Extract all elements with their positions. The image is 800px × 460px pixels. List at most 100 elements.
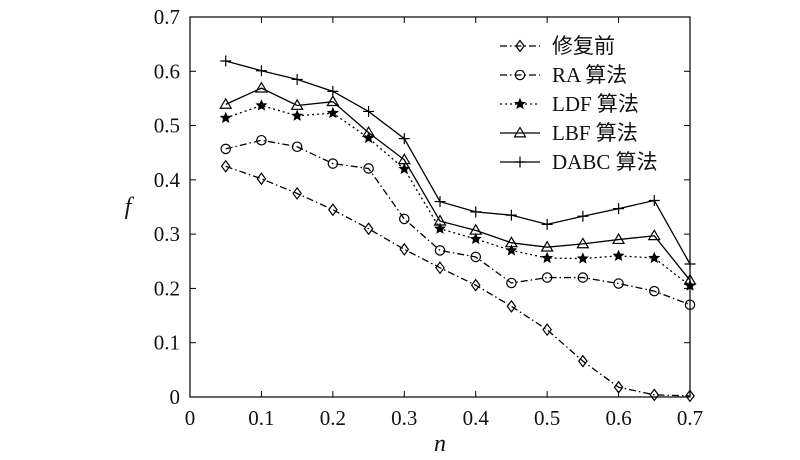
- data-point: [434, 222, 446, 234]
- data-point: [576, 237, 590, 249]
- y-tick-label: 0.6: [154, 59, 180, 83]
- legend-label: LDF 算法: [552, 92, 639, 116]
- data-point: [362, 125, 376, 138]
- data-point: [363, 222, 374, 236]
- x-tick-label: 0: [185, 406, 196, 430]
- data-point: [327, 203, 338, 217]
- y-tick-label: 0.5: [154, 114, 180, 138]
- legend-marker: [514, 97, 526, 110]
- data-point: [254, 81, 268, 93]
- data-point: [684, 299, 696, 310]
- data-point: [220, 55, 232, 67]
- data-point: [290, 98, 304, 110]
- x-tick-label: 0.3: [391, 406, 417, 430]
- data-point: [399, 242, 410, 256]
- data-point: [326, 106, 339, 119]
- legend-item: RA 算法: [500, 63, 627, 87]
- data-point: [577, 354, 588, 368]
- data-point: [683, 273, 697, 285]
- data-point: [434, 245, 446, 256]
- data-point: [469, 232, 482, 245]
- data-point: [220, 143, 231, 155]
- x-tick-label: 0.1: [248, 406, 274, 430]
- data-point: [256, 172, 267, 186]
- legend-marker: [514, 156, 526, 168]
- x-tick-label: 0.5: [534, 406, 560, 430]
- legend-marker: [513, 126, 527, 138]
- data-point: [648, 251, 661, 264]
- data-point: [363, 105, 375, 117]
- data-point: [397, 153, 411, 165]
- data-point: [433, 214, 447, 226]
- y-tick-label: 0.4: [154, 168, 181, 192]
- data-point: [291, 109, 304, 121]
- data-point: [363, 163, 374, 174]
- data-point: [505, 244, 518, 256]
- series-line: [225, 60, 691, 265]
- data-point: [327, 85, 339, 97]
- data-point: [613, 380, 624, 394]
- data-point: [292, 186, 303, 200]
- data-point: [577, 210, 589, 222]
- data-point: [612, 232, 626, 245]
- data-point: [506, 299, 517, 313]
- legend: 修复前 RA 算法 LDF 算法 LBF 算法 DABC 算法: [500, 34, 658, 174]
- data-point: [541, 218, 553, 230]
- legend-marker: [515, 39, 525, 53]
- legend-marker: [514, 69, 526, 81]
- data-point: [613, 203, 625, 215]
- data-point: [647, 229, 661, 241]
- x-tick-label: 0.7: [677, 406, 703, 430]
- data-point: [435, 261, 445, 275]
- y-tick-label: 0.7: [154, 5, 180, 29]
- plot-frame: [189, 16, 691, 398]
- y-tick-label: 0.3: [154, 222, 180, 246]
- data-point: [219, 97, 233, 109]
- data-point: [506, 277, 517, 289]
- data-point: [220, 159, 231, 173]
- data-point: [649, 388, 660, 402]
- data-point: [542, 323, 553, 337]
- data-point: [256, 134, 267, 146]
- data-point: [434, 196, 446, 208]
- data-point: [577, 272, 589, 283]
- data-point: [255, 99, 268, 111]
- y-tick-label: 0: [170, 385, 181, 409]
- series-layer: [219, 55, 697, 403]
- series-3: [219, 99, 696, 291]
- data-point: [541, 251, 554, 264]
- legend-label: DABC 算法: [552, 150, 658, 174]
- x-tick-label: 0.6: [605, 406, 631, 430]
- x-axis-label: n: [434, 431, 446, 457]
- series-line: [225, 87, 691, 281]
- legend-item: LDF 算法: [500, 92, 639, 116]
- data-point: [291, 73, 303, 85]
- x-tick-label: 0.4: [463, 406, 490, 430]
- series-5: [220, 55, 696, 270]
- data-point: [684, 258, 696, 270]
- data-point: [612, 249, 625, 261]
- data-point: [685, 389, 695, 403]
- data-point: [291, 141, 303, 153]
- legend-label: 修复前: [552, 34, 615, 58]
- series-line: [225, 104, 691, 287]
- series-2: [220, 134, 696, 310]
- data-point: [541, 272, 553, 283]
- data-point: [649, 285, 660, 297]
- series-1: [220, 159, 695, 403]
- legend-item: LBF 算法: [500, 121, 638, 145]
- data-point: [255, 65, 267, 77]
- legend-label: LBF 算法: [552, 121, 638, 145]
- x-tick-label: 0.2: [320, 406, 346, 430]
- series-line: [225, 139, 691, 306]
- y-tick-label: 0.2: [154, 276, 180, 300]
- series-line: [225, 165, 691, 397]
- data-point: [219, 111, 232, 124]
- data-point: [540, 240, 554, 252]
- axes: 0 0.1 0.2 0.3 0.4 0.5 0.6 0.7 0 0.1 0.2 0.3 0.4 0.5 0.…: [125, 5, 703, 457]
- data-point: [470, 206, 482, 218]
- legend-item: 修复前: [500, 34, 615, 58]
- data-point: [504, 236, 518, 248]
